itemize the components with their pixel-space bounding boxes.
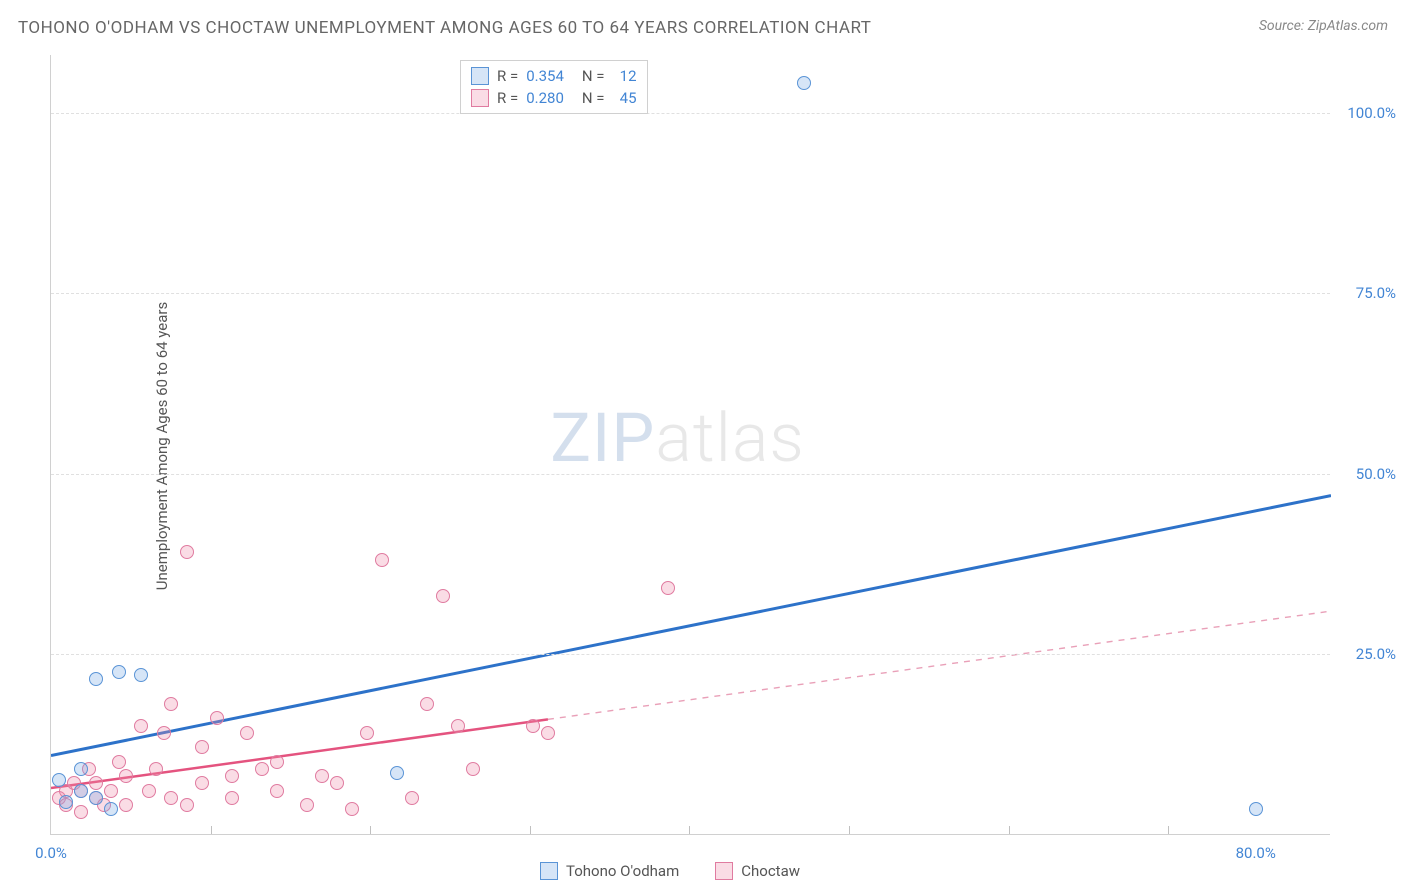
x-tick bbox=[1168, 826, 1169, 834]
data-point bbox=[157, 726, 171, 740]
data-point bbox=[195, 776, 209, 790]
legend-n-value: 12 bbox=[613, 67, 637, 85]
data-point bbox=[195, 740, 209, 754]
data-point bbox=[225, 769, 239, 783]
source-attribution: Source: ZipAtlas.com bbox=[1259, 18, 1388, 34]
legend-stats-row: R = 0.280 N = 45 bbox=[471, 87, 637, 109]
y-gridline bbox=[51, 293, 1330, 294]
data-point bbox=[164, 697, 178, 711]
data-point bbox=[74, 784, 88, 798]
y-tick-label: 75.0% bbox=[1356, 284, 1396, 302]
data-point bbox=[526, 719, 540, 733]
data-point bbox=[112, 665, 126, 679]
data-point bbox=[345, 802, 359, 816]
legend-r-value: 0.354 bbox=[526, 67, 564, 85]
chart-title: TOHONO O'ODHAM VS CHOCTAW UNEMPLOYMENT A… bbox=[18, 18, 871, 38]
data-point bbox=[541, 726, 555, 740]
data-point bbox=[74, 762, 88, 776]
data-point bbox=[180, 798, 194, 812]
data-point bbox=[240, 726, 254, 740]
data-point bbox=[255, 762, 269, 776]
legend-n-value: 45 bbox=[613, 89, 637, 107]
y-tick-label: 50.0% bbox=[1356, 465, 1396, 483]
data-point bbox=[661, 581, 675, 595]
y-tick-label: 25.0% bbox=[1356, 645, 1396, 663]
watermark-atlas: atlas bbox=[655, 398, 805, 478]
x-tick bbox=[211, 826, 212, 834]
data-point bbox=[134, 719, 148, 733]
data-point bbox=[142, 784, 156, 798]
data-point bbox=[104, 802, 118, 816]
x-tick bbox=[370, 826, 371, 834]
x-tick bbox=[530, 826, 531, 834]
trend-lines bbox=[51, 55, 1331, 835]
data-point bbox=[375, 553, 389, 567]
legend-stats-row: R = 0.354 N = 12 bbox=[471, 65, 637, 87]
data-point bbox=[210, 711, 224, 725]
legend-r-label: R = bbox=[497, 89, 518, 107]
legend-r-label: R = bbox=[497, 67, 518, 85]
y-gridline bbox=[51, 654, 1330, 655]
legend-swatch bbox=[471, 89, 489, 107]
data-point bbox=[180, 545, 194, 559]
x-tick bbox=[849, 826, 850, 834]
data-point bbox=[119, 769, 133, 783]
data-point bbox=[315, 769, 329, 783]
x-tick bbox=[689, 826, 690, 834]
scatter-plot: ZIPatlas 25.0%50.0%75.0%100.0%0.0%80.0% bbox=[50, 55, 1330, 835]
trend-line-dashed bbox=[548, 611, 1331, 719]
trend-line-solid bbox=[51, 496, 1331, 756]
legend-swatch bbox=[471, 67, 489, 85]
y-gridline bbox=[51, 474, 1330, 475]
data-point bbox=[1249, 802, 1263, 816]
data-point bbox=[112, 755, 126, 769]
data-point bbox=[360, 726, 374, 740]
data-point bbox=[797, 76, 811, 90]
y-tick-label: 100.0% bbox=[1347, 104, 1396, 122]
data-point bbox=[52, 773, 66, 787]
legend-n-label: N = bbox=[582, 89, 605, 107]
series-legend: Tohono O'odham Choctaw bbox=[540, 862, 800, 880]
legend-item: Choctaw bbox=[715, 862, 800, 880]
x-tick-label: 0.0% bbox=[35, 844, 67, 862]
data-point bbox=[74, 805, 88, 819]
legend-item: Tohono O'odham bbox=[540, 862, 679, 880]
legend-series-name: Tohono O'odham bbox=[566, 862, 679, 880]
watermark-zip: ZIP bbox=[550, 398, 655, 478]
legend-swatch bbox=[540, 862, 558, 880]
data-point bbox=[104, 784, 118, 798]
legend-stats-box: R = 0.354 N = 12 R = 0.280 N = 45 bbox=[460, 60, 648, 114]
y-gridline bbox=[51, 113, 1330, 114]
legend-series-name: Choctaw bbox=[741, 862, 800, 880]
data-point bbox=[420, 697, 434, 711]
data-point bbox=[89, 672, 103, 686]
data-point bbox=[436, 589, 450, 603]
data-point bbox=[89, 776, 103, 790]
data-point bbox=[225, 791, 239, 805]
data-point bbox=[390, 766, 404, 780]
x-tick-label: 80.0% bbox=[1236, 844, 1276, 862]
data-point bbox=[270, 784, 284, 798]
data-point bbox=[59, 795, 73, 809]
data-point bbox=[330, 776, 344, 790]
x-tick bbox=[1009, 826, 1010, 834]
legend-swatch bbox=[715, 862, 733, 880]
data-point bbox=[89, 791, 103, 805]
data-point bbox=[270, 755, 284, 769]
data-point bbox=[164, 791, 178, 805]
data-point bbox=[405, 791, 419, 805]
data-point bbox=[134, 668, 148, 682]
legend-n-label: N = bbox=[582, 67, 605, 85]
data-point bbox=[149, 762, 163, 776]
data-point bbox=[451, 719, 465, 733]
data-point bbox=[300, 798, 314, 812]
data-point bbox=[466, 762, 480, 776]
watermark: ZIPatlas bbox=[550, 398, 805, 478]
legend-r-value: 0.280 bbox=[526, 89, 564, 107]
data-point bbox=[119, 798, 133, 812]
